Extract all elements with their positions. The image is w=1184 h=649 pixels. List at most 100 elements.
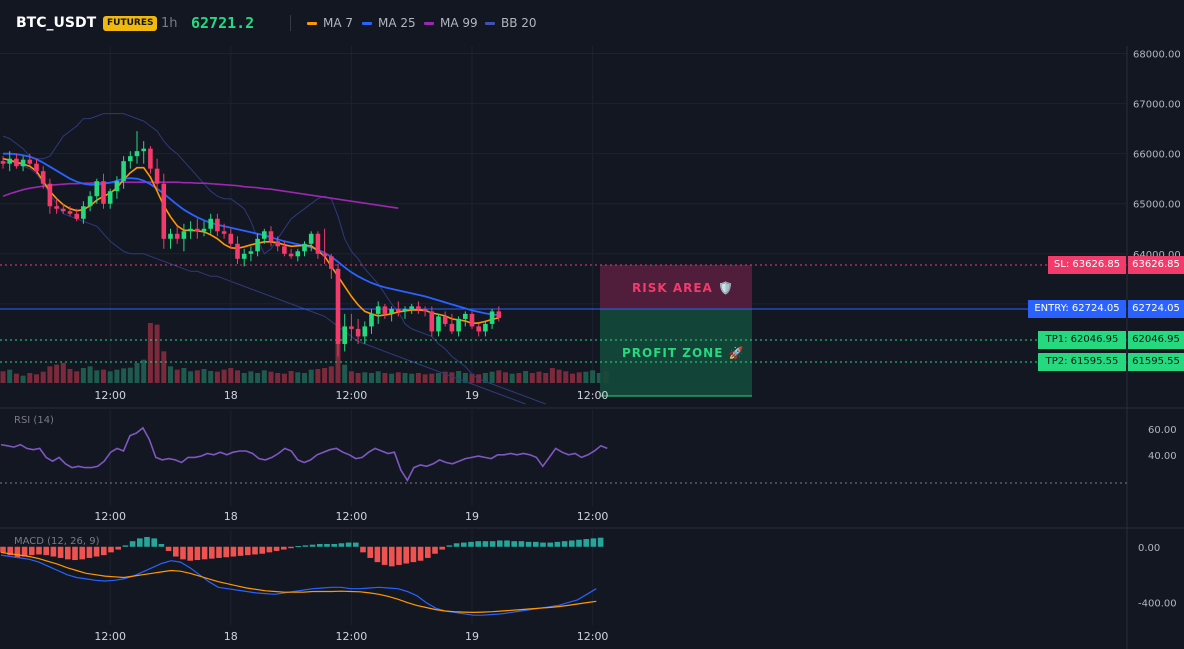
volume-bar <box>369 373 374 383</box>
candle-body <box>329 256 334 269</box>
time-axis-price: 12:00 18 12:00 19 12:00 <box>94 389 608 402</box>
legend-ma99-swatch <box>424 21 434 25</box>
macd-hist-bar <box>353 542 359 547</box>
legend-ma25[interactable]: MA 25 <box>362 16 416 30</box>
volume-bar <box>161 351 167 383</box>
volume-bar <box>174 369 180 383</box>
volume-bar <box>261 370 267 383</box>
candle-body <box>342 326 347 344</box>
time-tick-label: 12:00 <box>336 510 368 523</box>
volume-bar <box>590 370 596 383</box>
candle-body <box>40 171 46 184</box>
candle-body <box>107 191 113 204</box>
macd-title: MACD (12, 26, 9) <box>14 536 100 547</box>
volume-bar <box>101 369 106 383</box>
volume-bar <box>482 373 488 383</box>
macd-hist-bar <box>489 541 496 547</box>
candle-body <box>20 159 26 167</box>
macd-hist-bar <box>374 546 381 563</box>
volume-bar <box>556 369 562 383</box>
volume-bar <box>94 370 100 383</box>
volume-bar <box>348 371 354 383</box>
volume-bar <box>27 373 33 383</box>
candle-body <box>355 328 361 337</box>
candle-body <box>141 148 146 152</box>
candle-body <box>74 213 79 219</box>
candle-body <box>295 251 301 257</box>
volume-bar <box>462 373 468 383</box>
macd-hist-bar <box>72 546 78 561</box>
header-separator <box>290 15 291 31</box>
tp1-price-tag: 62046.95 <box>1128 331 1184 349</box>
volume-bar <box>496 370 502 383</box>
time-tick-label: 19 <box>465 389 479 402</box>
candle-body <box>315 233 321 254</box>
volume-bar <box>194 370 200 383</box>
candle-body <box>436 316 441 332</box>
candle-body <box>221 231 227 234</box>
macd-hist-bar <box>533 541 539 547</box>
candle-body <box>134 151 140 157</box>
candles <box>0 131 502 357</box>
macd-histogram <box>0 536 604 567</box>
macd-hist-bar <box>345 542 352 547</box>
macd-hist-bar <box>129 541 136 547</box>
volume-bar <box>302 373 307 383</box>
candle-body <box>181 231 187 239</box>
candle-body <box>195 228 200 232</box>
price-tick-label: 65000.00 <box>1133 200 1181 211</box>
legend-ma7[interactable]: MA 7 <box>307 16 353 30</box>
candle-body <box>34 163 39 172</box>
bollinger-bands <box>2 113 546 405</box>
symbol-name[interactable]: BTC_USDT <box>16 15 97 31</box>
macd-line <box>0 554 597 616</box>
profit-zone <box>600 309 752 396</box>
macd-hist-bar <box>461 542 467 547</box>
candle-body <box>456 318 461 332</box>
macd-hist-bar <box>309 544 316 547</box>
macd-hist-bar <box>158 543 165 547</box>
macd-hist-bar <box>324 543 330 547</box>
macd-hist-bar <box>468 541 474 547</box>
macd-hist-bar <box>389 546 395 567</box>
macd-hist-bar <box>597 537 604 547</box>
volume-bar <box>543 373 549 383</box>
macd-hist-bar <box>14 546 21 558</box>
volume-bar <box>214 371 220 383</box>
candle-body <box>416 306 421 309</box>
timeframe[interactable]: 1h <box>161 16 178 31</box>
candle-body <box>208 218 213 229</box>
legend-ma99-label: MA 99 <box>440 16 478 30</box>
risk-area-zone <box>600 265 752 309</box>
candle-body <box>463 313 468 319</box>
candle-body <box>54 206 59 209</box>
volume-bar <box>20 375 26 383</box>
legend-bb20[interactable]: BB 20 <box>485 16 537 30</box>
macd-hist-bar <box>453 543 460 547</box>
time-tick-label: 12:00 <box>94 389 126 402</box>
macd-hist-bar <box>561 541 568 547</box>
macd-hist-bar <box>302 545 309 547</box>
candle-body <box>349 326 354 329</box>
macd-hist-bar <box>331 543 337 547</box>
volume-bar <box>442 371 448 383</box>
volume-bar <box>375 371 381 383</box>
macd-hist-bar <box>50 546 57 557</box>
price-tick-label: 67000.00 <box>1133 100 1181 111</box>
market-badge: FUTURES <box>103 16 158 31</box>
candle-body <box>282 246 287 254</box>
volume-bar <box>34 374 39 383</box>
macd-hist-bar <box>525 541 532 547</box>
candle-body <box>128 156 133 162</box>
volume-bar <box>322 368 328 383</box>
volume-bar <box>127 367 133 383</box>
profit-zone-label: PROFIT ZONE 🚀 <box>622 346 745 360</box>
macd-hist-bar <box>173 546 179 557</box>
volume-bar <box>221 369 227 383</box>
volume-bar <box>456 371 462 383</box>
candle-body <box>375 306 381 314</box>
volume-bar <box>509 373 515 383</box>
volume-bar <box>281 373 287 383</box>
legend-ma99[interactable]: MA 99 <box>424 16 478 30</box>
